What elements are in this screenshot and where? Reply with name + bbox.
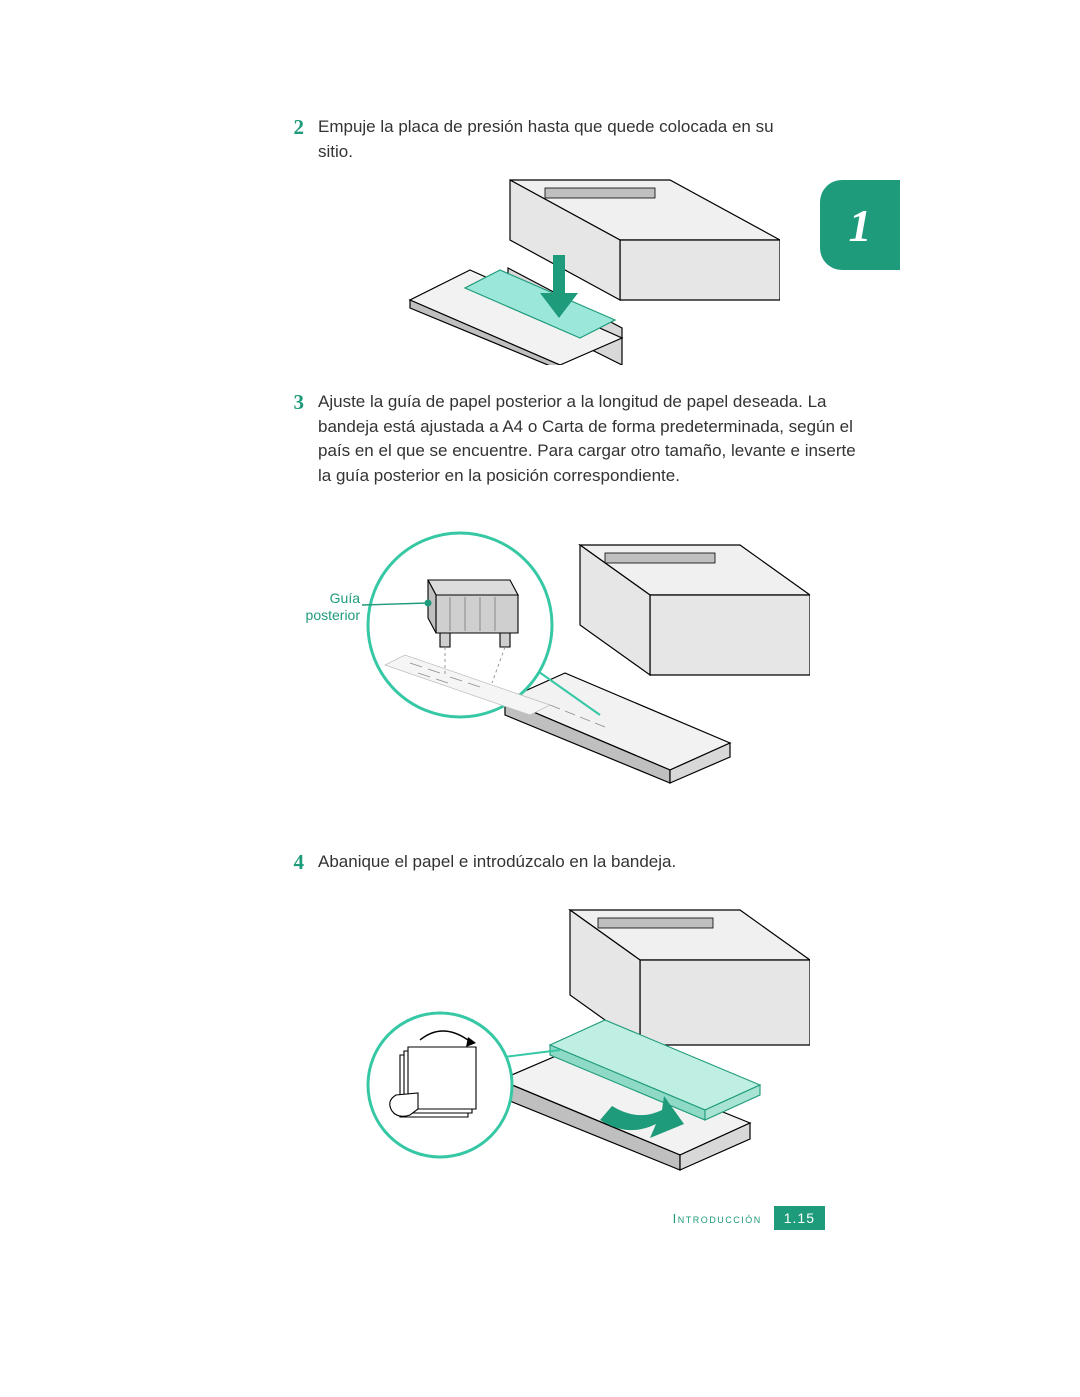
chapter-tab: 1 xyxy=(820,180,900,270)
footer-page-number: 1.15 xyxy=(774,1206,825,1230)
page-footer: Introducción 1.15 xyxy=(673,1206,825,1230)
step-3-number: 3 xyxy=(278,390,304,415)
figure-step-3 xyxy=(300,525,810,820)
manual-page: 1 2 Empuje la placa de presión hasta que… xyxy=(0,0,1080,1397)
step-2-text: Empuje la placa de presión hasta que que… xyxy=(318,115,798,164)
chapter-number: 1 xyxy=(849,199,872,252)
step-2-number: 2 xyxy=(278,115,304,140)
step-4-number: 4 xyxy=(278,850,304,875)
step-3: 3 Ajuste la guía de papel posterior a la… xyxy=(278,390,858,489)
callout-rear-guide-line2: posterior xyxy=(306,607,360,623)
step-4: 4 Abanique el papel e introdúzcalo en la… xyxy=(278,850,676,875)
callout-rear-guide-line1: Guía xyxy=(330,590,360,606)
step-3-text: Ajuste la guía de papel posterior a la l… xyxy=(318,390,858,489)
figure-step-2 xyxy=(370,170,780,365)
step-4-text: Abanique el papel e introdúzcalo en la b… xyxy=(318,850,676,875)
callout-rear-guide: Guía posterior xyxy=(300,590,360,624)
footer-section-label: Introducción xyxy=(673,1211,762,1226)
step-2: 2 Empuje la placa de presión hasta que q… xyxy=(278,115,798,164)
figure-step-4 xyxy=(350,895,810,1195)
